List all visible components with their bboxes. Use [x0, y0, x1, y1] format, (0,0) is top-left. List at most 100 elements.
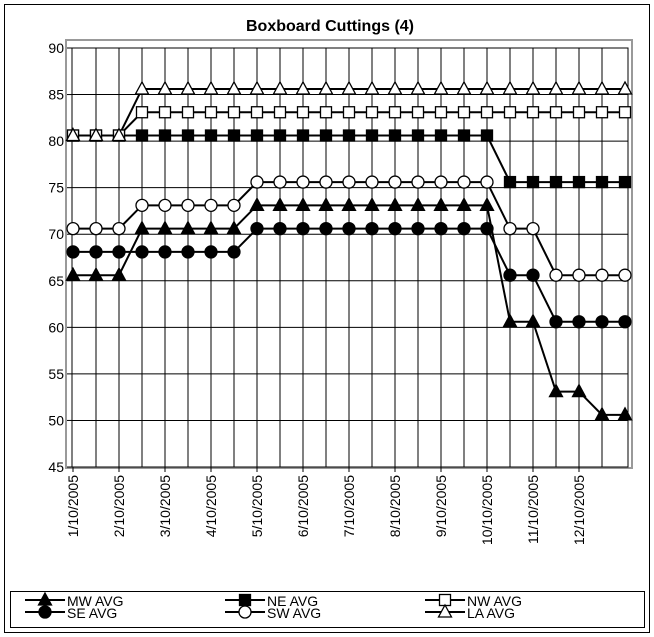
marker — [387, 80, 403, 95]
marker — [319, 221, 333, 236]
marker — [618, 175, 632, 189]
marker — [157, 220, 173, 235]
y-tick-label: 65 — [48, 273, 64, 289]
marker — [295, 80, 311, 95]
marker — [410, 80, 426, 95]
marker — [502, 313, 518, 328]
marker — [204, 198, 218, 213]
marker — [342, 221, 356, 236]
marker — [594, 406, 610, 421]
marker — [503, 268, 517, 282]
chart-title: Boxboard Cuttings (4) — [246, 18, 414, 35]
marker — [204, 106, 218, 119]
marker — [111, 266, 127, 281]
marker — [296, 221, 310, 236]
marker — [342, 129, 356, 142]
marker — [157, 80, 173, 95]
marker — [437, 603, 453, 618]
marker — [364, 80, 380, 95]
marker — [479, 196, 495, 212]
legend-label: LA AVG — [467, 605, 515, 621]
marker — [88, 266, 104, 281]
marker — [433, 196, 449, 212]
marker — [135, 198, 149, 213]
marker — [526, 175, 540, 189]
marker — [158, 129, 172, 142]
marker — [503, 221, 517, 236]
marker — [411, 221, 425, 236]
x-tick-label: 11/10/2005 — [525, 475, 541, 544]
marker — [66, 245, 80, 259]
marker — [479, 80, 495, 95]
marker — [365, 175, 379, 189]
marker — [181, 106, 195, 119]
marker — [548, 383, 564, 398]
marker — [273, 221, 287, 236]
marker — [203, 80, 219, 95]
legend-box — [10, 591, 645, 628]
marker — [65, 127, 81, 142]
marker — [65, 266, 81, 281]
marker — [296, 106, 310, 119]
y-tick-label: 85 — [48, 87, 64, 103]
marker — [434, 106, 448, 119]
marker — [595, 268, 609, 282]
marker — [135, 245, 149, 259]
marker — [525, 80, 541, 95]
marker — [480, 175, 494, 189]
marker — [318, 80, 334, 95]
marker — [480, 106, 494, 119]
marker — [250, 129, 264, 142]
y-tick-label: 75 — [48, 180, 64, 196]
marker — [457, 221, 471, 236]
x-tick-label: 1/10/2005 — [65, 475, 81, 537]
marker — [572, 175, 586, 189]
x-tick-label: 3/10/2005 — [157, 475, 173, 537]
marker — [595, 175, 609, 189]
marker — [410, 196, 426, 212]
marker — [227, 106, 241, 119]
marker — [365, 221, 379, 236]
marker — [273, 106, 287, 119]
marker — [503, 106, 517, 119]
marker — [135, 106, 149, 119]
marker — [238, 593, 252, 607]
marker — [434, 175, 448, 189]
marker — [572, 106, 586, 119]
x-tick-label: 9/10/2005 — [433, 475, 449, 537]
marker — [273, 129, 287, 142]
marker — [617, 80, 633, 95]
marker — [456, 80, 472, 95]
marker — [480, 129, 494, 142]
marker — [250, 175, 264, 189]
marker — [204, 129, 218, 142]
marker — [227, 245, 241, 259]
marker — [88, 127, 104, 142]
x-tick-label: 8/10/2005 — [387, 475, 403, 537]
marker — [434, 129, 448, 142]
legend-label: NW AVG — [467, 593, 522, 609]
marker — [227, 198, 241, 213]
marker — [549, 175, 563, 189]
legend-label: SE AVG — [67, 605, 117, 621]
marker — [204, 245, 218, 259]
marker — [112, 245, 126, 259]
x-tick-label: 4/10/2005 — [203, 475, 219, 537]
marker — [618, 315, 632, 329]
marker — [457, 106, 471, 119]
marker — [457, 175, 471, 189]
marker — [272, 196, 288, 212]
x-tick-label: 7/10/2005 — [341, 475, 357, 537]
marker — [134, 80, 150, 95]
marker — [387, 196, 403, 212]
legend-label: NE AVG — [267, 593, 318, 609]
marker — [318, 196, 334, 212]
x-tick-label: 5/10/2005 — [249, 475, 265, 537]
marker — [411, 129, 425, 142]
marker — [227, 129, 241, 142]
marker — [158, 245, 172, 259]
marker — [249, 196, 265, 212]
marker — [388, 221, 402, 236]
marker — [549, 106, 563, 119]
